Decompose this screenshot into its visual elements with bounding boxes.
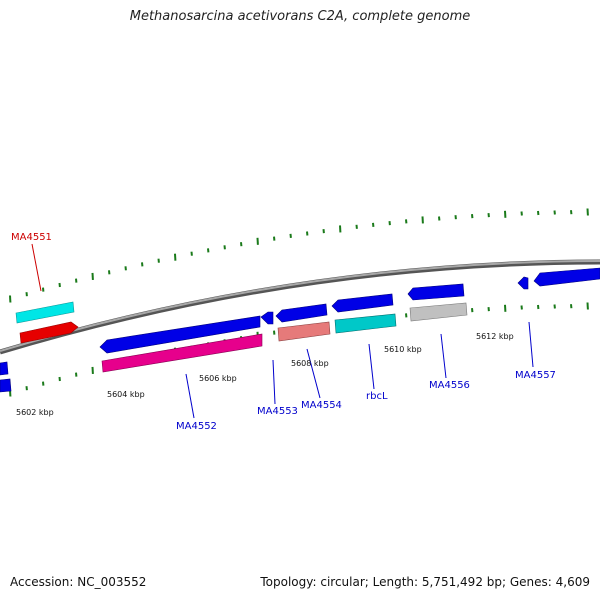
tick-labels: 5602 kbp 5604 kbp 5606 kbp 5608 kbp 5610… (16, 332, 514, 417)
feature-cds-blue (0, 378, 12, 393)
feature-cds-salmon (277, 321, 331, 342)
leader-line (272, 359, 276, 405)
genome-backbone (0, 259, 600, 355)
leader-line (185, 373, 195, 419)
tick-label: 5604 kbp (107, 390, 145, 399)
feature-row-outer (15, 301, 79, 344)
feature-cds-blue (331, 293, 394, 313)
feature-cds-magenta (101, 333, 263, 373)
tick-ring-outer (9, 208, 589, 303)
feature-cds-blue (407, 283, 465, 301)
tick-label: 5612 kbp (476, 332, 514, 341)
map-title: Methanosarcina acetivorans C2A, complete… (129, 9, 471, 24)
leader-line (440, 333, 447, 379)
genome-backbone-highlight (0, 260, 600, 352)
tick-label: 5610 kbp (384, 345, 422, 354)
gene-label[interactable]: MA4552 (176, 421, 217, 432)
leader-line (368, 343, 375, 390)
tick-label: 5606 kbp (199, 374, 237, 383)
feature-cds-blue (517, 276, 529, 290)
gene-label[interactable]: MA4556 (429, 380, 470, 391)
feature-cds-teal (334, 313, 397, 334)
feature-cds-blue (0, 361, 9, 376)
gene-label[interactable]: rbcL (366, 391, 388, 402)
feature-cds-cyan (15, 301, 75, 324)
gene-labels: MA4551 MA4552 MA4553 MA4554 rbcL MA4556 … (11, 232, 556, 432)
accession-text: Accession: NC_003552 (10, 575, 147, 589)
label-leaders (31, 243, 534, 419)
feature-cds-red (19, 321, 79, 344)
tick-label: 5602 kbp (16, 408, 54, 417)
feature-cds-gray (409, 302, 468, 322)
gene-label[interactable]: MA4553 (257, 406, 298, 417)
feature-cds-blue (99, 315, 261, 354)
feature-cds-blue (533, 267, 600, 287)
leader-line (306, 348, 321, 399)
gene-label[interactable]: MA4551 (11, 232, 52, 243)
gene-label[interactable]: MA4554 (301, 400, 342, 411)
leader-line (528, 321, 534, 368)
leader-line (31, 243, 42, 292)
genome-summary-text: Topology: circular; Length: 5,751,492 bp… (260, 575, 590, 589)
feature-cds-blue (260, 311, 274, 325)
tick-label: 5608 kbp (291, 359, 329, 368)
feature-cds-blue (275, 303, 328, 323)
gene-label[interactable]: MA4557 (515, 370, 556, 381)
feature-row-middle (99, 267, 600, 354)
feature-row-inner (0, 302, 468, 393)
